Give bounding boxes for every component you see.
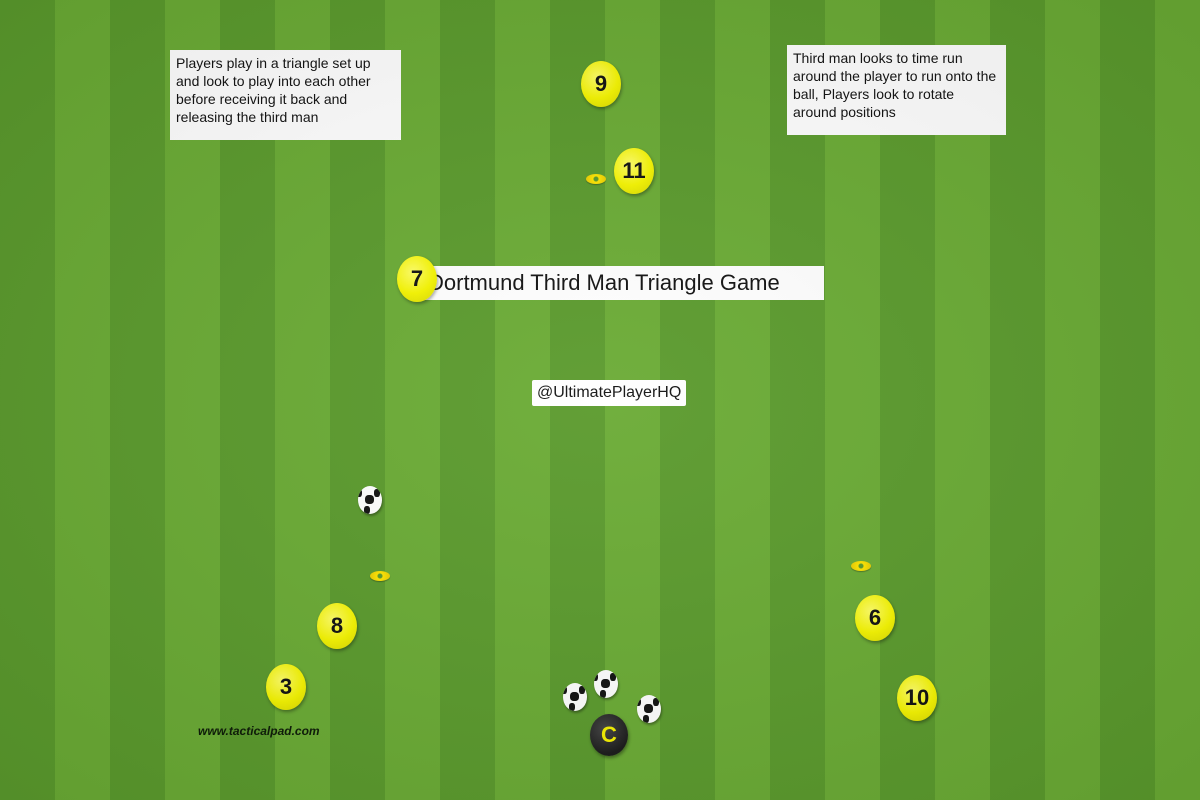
player-8[interactable]: 8	[317, 603, 357, 649]
football-icon	[594, 670, 618, 698]
cone-marker-left	[370, 571, 390, 581]
social-handle: @UltimatePlayerHQ	[532, 380, 687, 406]
cone-marker-top	[586, 174, 606, 184]
player-3[interactable]: 3	[266, 664, 306, 710]
cone-marker-right	[851, 561, 871, 571]
football-icon	[358, 486, 382, 514]
instruction-note-right: Third man looks to time run around the p…	[787, 45, 1006, 135]
drill-title: Dortmund Third Man Triangle Game	[420, 266, 824, 300]
player-9[interactable]: 9	[581, 61, 621, 107]
player-7[interactable]: 7	[397, 256, 437, 302]
player-6[interactable]: 6	[855, 595, 895, 641]
football-icon	[637, 695, 661, 723]
instruction-note-left: Players play in a triangle set up and lo…	[170, 50, 401, 140]
player-10[interactable]: 10	[897, 675, 937, 721]
coach-marker[interactable]: C	[590, 714, 628, 756]
player-11[interactable]: 11	[614, 148, 654, 194]
tacticalpad-watermark: www.tacticalpad.com	[198, 724, 320, 738]
football-icon	[563, 683, 587, 711]
